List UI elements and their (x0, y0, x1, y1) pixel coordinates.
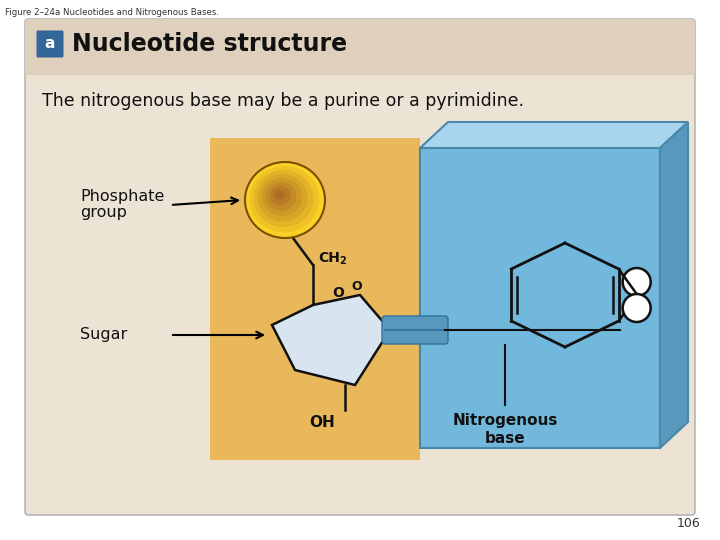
Text: Sugar: Sugar (80, 327, 127, 342)
Text: 2: 2 (339, 256, 346, 266)
Bar (210, 138, 420, 460)
Text: Nucleotide structure: Nucleotide structure (72, 32, 347, 56)
Ellipse shape (258, 174, 307, 221)
Text: The nitrogenous base may be a purine or a pyrimidine.: The nitrogenous base may be a purine or … (42, 92, 524, 110)
Circle shape (623, 268, 651, 296)
FancyBboxPatch shape (382, 316, 448, 344)
Text: 106: 106 (676, 517, 700, 530)
Text: Nitrogenous: Nitrogenous (452, 413, 558, 428)
Text: OH: OH (309, 415, 335, 430)
Text: base: base (485, 431, 526, 446)
FancyBboxPatch shape (25, 19, 695, 515)
Text: CH: CH (318, 251, 340, 265)
Text: O: O (351, 280, 362, 293)
Ellipse shape (262, 178, 302, 216)
Polygon shape (272, 295, 390, 385)
FancyBboxPatch shape (25, 19, 695, 75)
Ellipse shape (275, 190, 284, 200)
Polygon shape (660, 122, 688, 448)
Ellipse shape (245, 162, 325, 238)
Ellipse shape (271, 186, 290, 205)
Circle shape (623, 294, 651, 322)
Text: a: a (45, 37, 55, 51)
Text: Figure 2–24a Nucleotides and Nitrogenous Bases.: Figure 2–24a Nucleotides and Nitrogenous… (5, 8, 219, 17)
Text: O: O (332, 286, 344, 300)
Ellipse shape (253, 170, 313, 227)
Bar (420, 148, 660, 448)
Polygon shape (420, 122, 688, 148)
FancyBboxPatch shape (37, 30, 63, 57)
Ellipse shape (249, 166, 319, 233)
Ellipse shape (266, 182, 296, 211)
Text: Phosphate: Phosphate (80, 190, 164, 205)
Text: group: group (80, 206, 127, 220)
Bar (28, 52, 692, 74)
